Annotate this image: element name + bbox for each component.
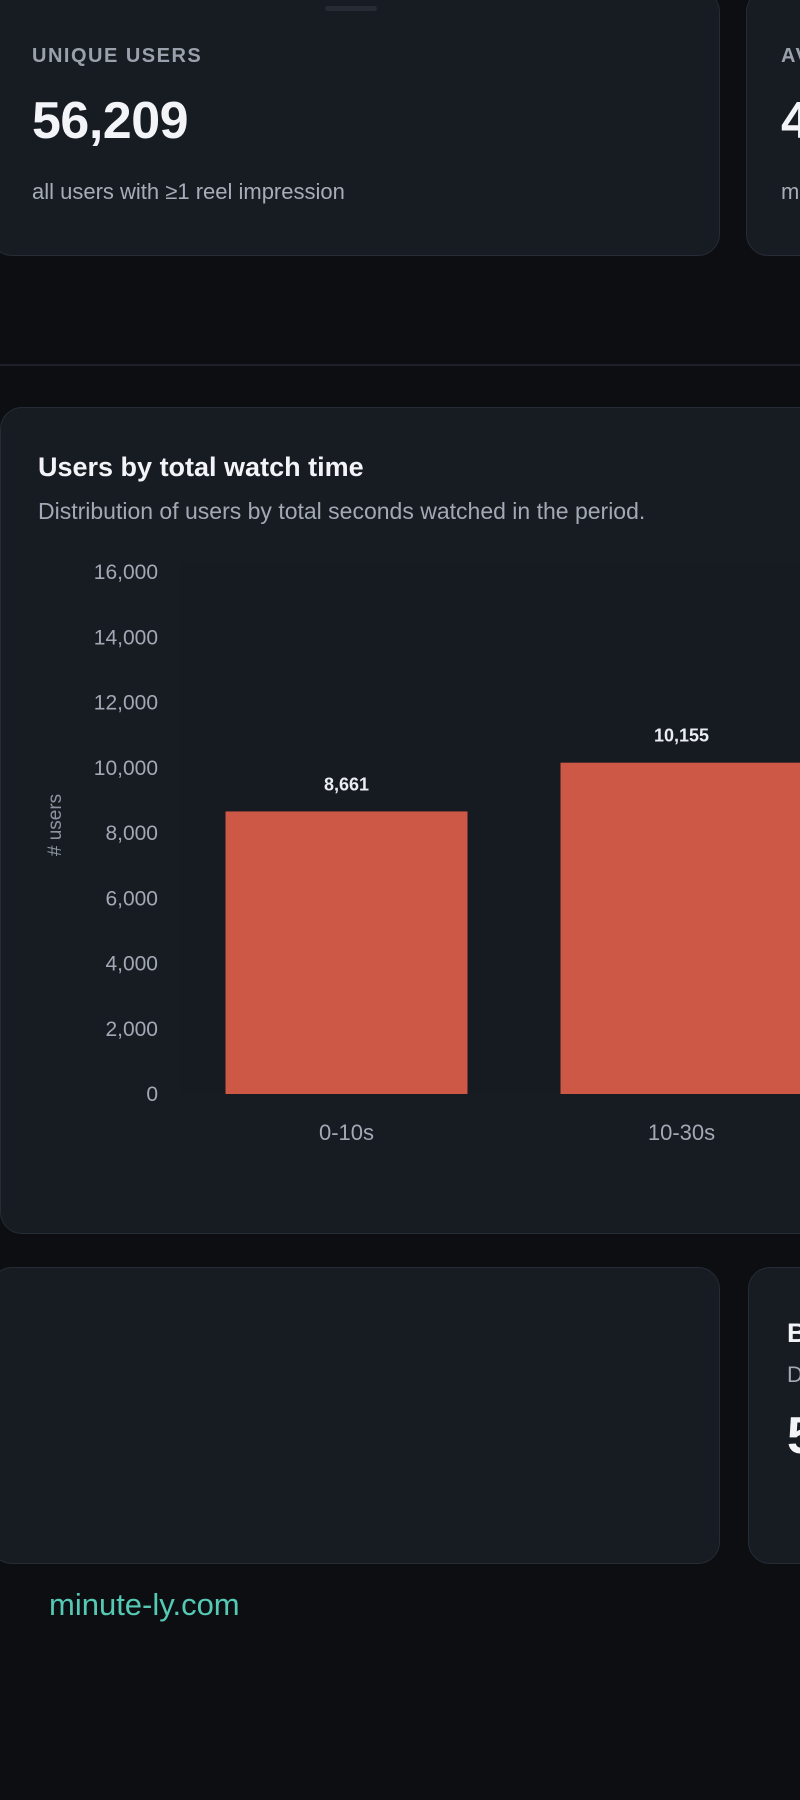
y-tick-label: 10,000 [94,757,158,780]
card-subtitle: D [787,1362,800,1387]
y-tick-label: 2,000 [105,1018,158,1041]
stat-value: 4 [781,92,800,150]
footer-link[interactable]: minute-ly.com [49,1587,240,1622]
bottom-right-card: B D 5 [748,1267,800,1564]
y-tick-label: 4,000 [105,953,158,976]
watch-time-chart-card: Users by total watch time Distribution o… [0,407,800,1234]
second-stat-card: AV 4 m [746,0,800,256]
bar-value-label: 10,155 [654,726,709,746]
x-tick-label: 0-10s [319,1120,374,1145]
bar [560,762,800,1094]
card-value: 5 [787,1406,800,1466]
stat-note: m [781,179,800,204]
y-tick-label: 16,000 [94,561,158,584]
card-title: B [787,1318,800,1348]
chart-subtitle: Distribution of users by total seconds w… [38,498,646,524]
bottom-left-card [0,1267,720,1564]
unique-users-card: UNIQUE USERS 56,209 all users with ≥1 re… [0,0,720,256]
bar-chart: 0 2,000 4,000 6,000 8,000 10,000 12,000 14,000 1… [45,561,800,1145]
stat-note: all users with ≥1 reel impression [32,179,345,204]
section-divider [0,364,800,366]
y-tick-label: 8,000 [105,822,158,845]
bar [225,811,468,1094]
y-tick-label: 6,000 [105,887,158,910]
y-tick-label: 14,000 [94,626,158,649]
stat-label: UNIQUE USERS [32,45,203,67]
bar-value-label: 8,661 [324,774,369,794]
y-tick-label: 12,000 [94,692,158,715]
stat-label: AV [781,45,800,67]
y-axis-label: # users [45,794,66,856]
y-tick-label: 0 [146,1083,158,1106]
drag-handle[interactable] [325,6,377,11]
x-tick-label: 10-30s [648,1120,715,1145]
chart-title: Users by total watch time [38,452,364,482]
stat-value: 56,209 [32,92,189,150]
